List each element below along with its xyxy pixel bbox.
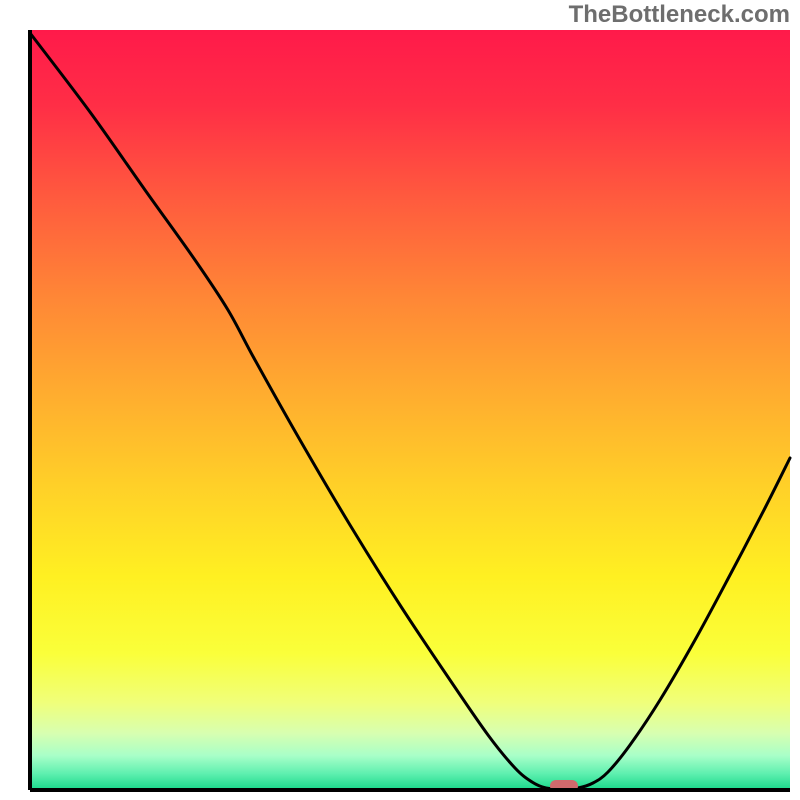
watermark-text: TheBottleneck.com [569,1,790,28]
bottleneck-chart: TheBottleneck.com [0,0,800,800]
